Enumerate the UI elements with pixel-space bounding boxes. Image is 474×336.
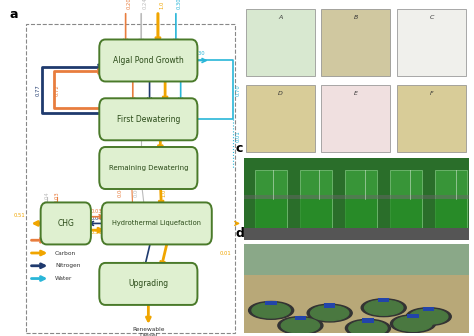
Text: 0.04: 0.04 bbox=[117, 185, 122, 197]
Text: 0.04: 0.04 bbox=[91, 216, 102, 221]
Bar bbox=[255, 170, 287, 228]
FancyBboxPatch shape bbox=[99, 40, 198, 82]
Text: Remaining Dewatering: Remaining Dewatering bbox=[109, 165, 188, 171]
Text: Phosphorus: Phosphorus bbox=[55, 238, 89, 243]
Circle shape bbox=[346, 319, 391, 336]
FancyBboxPatch shape bbox=[99, 263, 198, 305]
Bar bbox=[244, 275, 469, 333]
Text: B: B bbox=[354, 15, 358, 20]
Text: 0.06: 0.06 bbox=[134, 185, 139, 197]
Bar bbox=[397, 85, 466, 152]
Text: 0.03: 0.03 bbox=[55, 191, 60, 203]
Bar bbox=[321, 85, 391, 152]
Text: Algal Pond Growth: Algal Pond Growth bbox=[113, 56, 184, 65]
Bar bbox=[301, 170, 332, 228]
Text: Renewable
Diesel: Renewable Diesel bbox=[132, 327, 164, 336]
Bar bbox=[246, 85, 315, 152]
Bar bbox=[346, 170, 377, 228]
Text: 0.04: 0.04 bbox=[44, 191, 49, 203]
Text: 0.77: 0.77 bbox=[36, 84, 41, 96]
Text: a: a bbox=[9, 8, 18, 22]
Circle shape bbox=[391, 315, 436, 333]
Circle shape bbox=[248, 301, 293, 319]
Bar bbox=[321, 9, 391, 76]
FancyBboxPatch shape bbox=[99, 98, 198, 140]
Bar bbox=[265, 301, 277, 305]
Bar bbox=[244, 228, 469, 240]
Text: d: d bbox=[235, 227, 244, 240]
Text: E: E bbox=[354, 91, 358, 96]
Text: 0.30: 0.30 bbox=[177, 0, 182, 9]
Bar bbox=[423, 307, 434, 311]
Circle shape bbox=[310, 305, 349, 321]
Text: D: D bbox=[278, 91, 283, 96]
Text: 0.03: 0.03 bbox=[91, 209, 102, 214]
FancyBboxPatch shape bbox=[102, 202, 212, 245]
Text: CHG: CHG bbox=[57, 219, 74, 228]
Bar bbox=[397, 9, 466, 76]
Text: Upgrading: Upgrading bbox=[128, 280, 168, 288]
Bar bbox=[295, 316, 306, 320]
Text: Water: Water bbox=[55, 276, 73, 281]
Text: C: C bbox=[429, 15, 434, 20]
Text: F: F bbox=[430, 91, 434, 96]
Circle shape bbox=[361, 299, 406, 317]
Text: 0.01: 0.01 bbox=[236, 130, 241, 142]
Text: b: b bbox=[233, 0, 242, 2]
Bar bbox=[391, 170, 422, 228]
Text: Carbon: Carbon bbox=[55, 251, 76, 255]
Bar bbox=[246, 9, 315, 76]
Circle shape bbox=[406, 308, 451, 326]
Circle shape bbox=[278, 317, 323, 334]
Text: 0.01: 0.01 bbox=[219, 251, 231, 256]
Text: 0.70: 0.70 bbox=[236, 84, 241, 96]
Bar bbox=[324, 303, 335, 308]
Circle shape bbox=[252, 303, 290, 318]
Text: 0.24: 0.24 bbox=[142, 0, 147, 9]
Bar bbox=[346, 199, 377, 228]
Text: Nitrogen: Nitrogen bbox=[55, 263, 81, 268]
Bar bbox=[407, 314, 419, 319]
Text: 0.51: 0.51 bbox=[13, 213, 25, 218]
Bar bbox=[362, 319, 374, 323]
FancyBboxPatch shape bbox=[99, 147, 198, 189]
Bar bbox=[436, 199, 467, 228]
Text: Hydrothermal Liquefaction: Hydrothermal Liquefaction bbox=[112, 220, 201, 226]
Text: 0.20: 0.20 bbox=[127, 0, 132, 9]
Circle shape bbox=[394, 316, 432, 331]
Circle shape bbox=[281, 318, 319, 333]
Bar bbox=[378, 298, 389, 302]
Text: 0.30: 0.30 bbox=[194, 51, 205, 56]
Bar bbox=[436, 170, 467, 228]
Bar bbox=[255, 199, 287, 228]
Bar bbox=[391, 199, 422, 228]
Bar bbox=[301, 199, 332, 228]
Circle shape bbox=[365, 300, 403, 315]
Circle shape bbox=[307, 304, 352, 322]
Text: 0.72: 0.72 bbox=[55, 84, 59, 96]
Text: First Dewatering: First Dewatering bbox=[117, 115, 180, 124]
Text: A: A bbox=[278, 15, 282, 20]
Text: 1.0: 1.0 bbox=[159, 1, 164, 9]
Bar bbox=[244, 195, 469, 199]
Bar bbox=[244, 244, 469, 275]
Text: 1.0: 1.0 bbox=[162, 188, 166, 197]
Circle shape bbox=[349, 321, 387, 336]
Circle shape bbox=[410, 309, 448, 324]
FancyBboxPatch shape bbox=[41, 202, 91, 245]
Text: c: c bbox=[235, 142, 243, 155]
Text: 0.51: 0.51 bbox=[91, 230, 102, 235]
